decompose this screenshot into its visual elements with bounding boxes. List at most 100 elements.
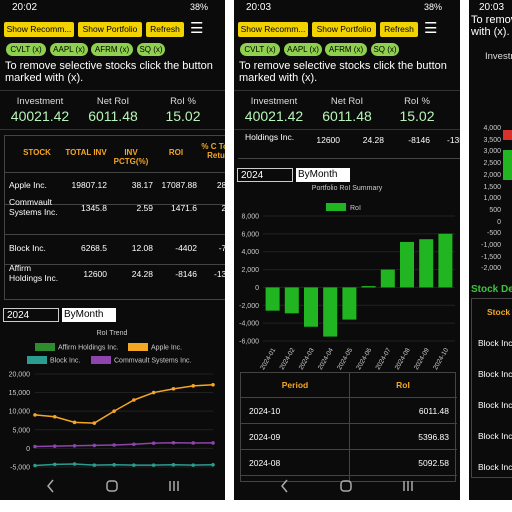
button[interactable]: Show Portfolio [78,22,142,37]
button[interactable]: Show Portfolio [312,22,376,37]
point [112,409,116,413]
back-icon [47,479,54,493]
y-tick-label: 0 [26,446,30,453]
cell: Block Inc. [9,243,46,253]
x-tick-label: 2024-09 [413,347,431,371]
year-select[interactable]: 2024 [3,308,59,322]
chip-label[interactable]: CVLT (x) [10,44,42,54]
point [112,462,116,467]
cell: Block Inc. [478,431,512,441]
cell: -135 [446,135,460,145]
cell: 12600 [83,269,107,279]
chip-label[interactable]: SQ (x) [139,44,163,54]
instruction: To remove selective stocks click the but… [239,60,447,84]
button-label[interactable]: Refresh [384,24,414,34]
bar [361,286,376,288]
period-value[interactable]: ByMonth [64,309,104,320]
instruction: To remove [471,14,512,26]
chip[interactable]: CVLT (x) [240,43,280,56]
point [92,463,97,467]
menu-icon[interactable]: ☰ [190,20,204,37]
point [211,441,215,445]
chip[interactable]: AAPL (x) [50,43,88,56]
y-tick-label: -5,000 [10,464,30,471]
button-label[interactable]: Show Recomm... [240,24,306,34]
button[interactable]: Refresh [146,22,184,37]
legend-label: Commvault Systems Inc. [114,358,191,365]
cell: 12.08 [131,243,153,253]
button-label[interactable]: Show Portfolio [316,24,372,34]
point [112,443,116,447]
button[interactable]: Show Recomm... [238,22,308,37]
row-divider [5,264,225,265]
x-tick-label: 2024-03 [298,347,316,371]
chip[interactable]: AFRM (x) [325,43,367,56]
button-label[interactable]: Show Recomm... [6,24,72,34]
chip-label[interactable]: AFRM (x) [328,44,364,54]
x-tick-label: 2024-04 [317,347,335,371]
home-icon [340,480,352,492]
series-line [34,384,214,424]
summary-label: Net RoI [96,96,130,107]
button-label[interactable]: Refresh [150,24,180,34]
x-tick-label: 2024-07 [375,347,393,371]
point [211,462,215,467]
chip[interactable]: CVLT (x) [6,43,46,56]
cell: Affirm Holdings Inc. [9,263,59,283]
chip-label[interactable]: AFRM (x) [94,44,130,54]
point [33,444,37,449]
chip[interactable]: AFRM (x) [91,43,133,56]
point [151,463,156,467]
cell: 2024-09 [249,432,281,442]
chip-label[interactable]: SQ (x) [373,44,397,54]
button[interactable]: Show Recomm... [4,22,74,37]
summary-label: Investment [16,96,64,107]
chip[interactable]: SQ (x) [137,43,165,56]
cell: Commvault Systems Inc. [9,197,58,217]
point [92,421,97,425]
chip[interactable]: AAPL (x) [284,43,322,56]
y-tick-label: -2,000 [239,303,259,310]
y-tick-label: -2,000 [481,265,501,273]
bar [438,233,453,288]
y-tick-label: -4,000 [239,321,259,328]
column-header: TOTAL INV [65,148,107,157]
button-label[interactable]: Show Portfolio [82,24,138,34]
nav-bar [47,479,179,493]
y-tick-label: 8,000 [241,213,259,220]
cell: Apple Inc. [9,180,47,190]
chip-label[interactable]: AAPL (x) [53,44,85,54]
year-value[interactable]: 2024 [7,310,30,321]
menu-icon[interactable]: ☰ [424,20,438,37]
period-value[interactable]: ByMonth [298,169,338,180]
year-value[interactable]: 2024 [241,170,264,181]
column-header: RoI [396,380,410,390]
cell: Block Inc. [478,369,512,379]
legend-label: Apple Inc. [151,345,182,352]
cell: Block Inc. [478,338,512,348]
summary-label: Net RoI [330,96,364,107]
instruction: To remove selective stocks click the but… [5,60,213,84]
chip-label[interactable]: CVLT (x) [244,44,276,54]
divider [0,90,225,91]
y-tick-label: 15,000 [9,390,31,397]
cell: -135 [213,269,225,279]
cell: -4402 [175,243,197,253]
y-tick-label: 20,000 [9,371,31,378]
chip-label[interactable]: AAPL (x) [287,44,319,54]
year-select[interactable]: 2024 [237,168,293,182]
point [151,441,156,445]
period-select[interactable]: ByMonth [296,168,350,182]
series-line [34,442,214,448]
divider [234,90,460,91]
point [72,443,77,448]
point [52,414,57,419]
chart-title: RoI Trend [97,330,128,337]
chip[interactable]: SQ (x) [371,43,399,56]
point [72,462,77,466]
point [191,384,196,388]
button[interactable]: Refresh [380,22,418,37]
period-select[interactable]: ByMonth [62,308,116,322]
battery: 38% [190,2,209,12]
legend-swatch [35,343,55,351]
